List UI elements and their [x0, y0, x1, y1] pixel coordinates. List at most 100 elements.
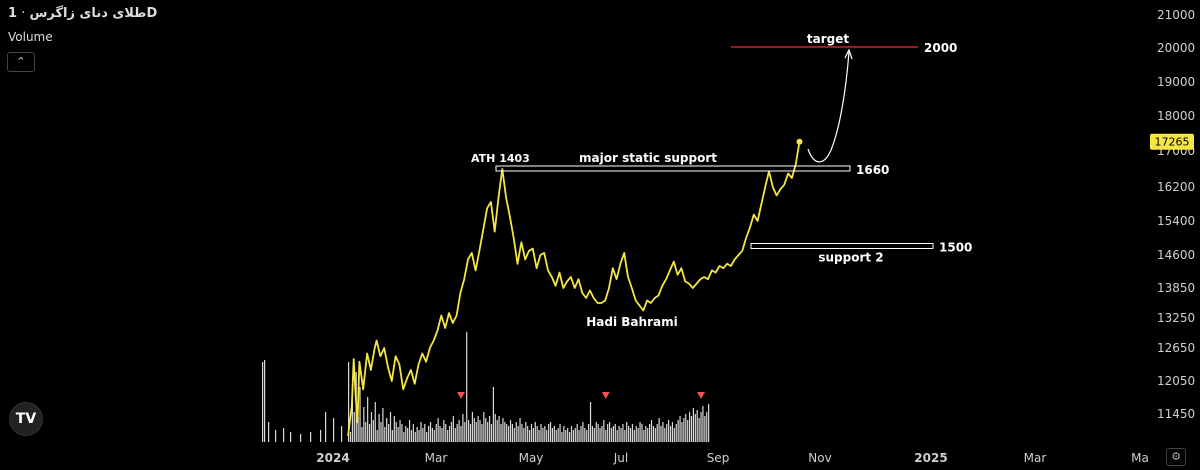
volume-bar: [460, 426, 462, 442]
volume-bar: [420, 422, 422, 442]
volume-bar: [483, 412, 485, 442]
volume-marker: [456, 392, 465, 399]
volume-bar: [647, 428, 649, 442]
volume-bar: [401, 424, 403, 442]
volume-bar: [534, 422, 536, 442]
target-value: 2000: [924, 41, 957, 55]
volume-bar: [374, 402, 376, 442]
volume-bar: [666, 424, 668, 442]
volume-bar: [688, 412, 691, 442]
y-tick-label: 19000: [1157, 75, 1195, 89]
volume-bar: [363, 407, 365, 442]
volume-bar: [523, 428, 525, 442]
gear-icon[interactable]: ⚙: [1166, 448, 1186, 466]
volume-bar: [393, 416, 395, 442]
volume-bar: [367, 397, 369, 442]
volume-bar: [538, 430, 540, 442]
volume-bar: [694, 414, 696, 442]
volume-bar: [388, 424, 390, 442]
volume-bar: [532, 428, 534, 442]
major-support-value: 1660: [856, 163, 889, 177]
volume-bar: [629, 428, 632, 442]
volume-bar: [622, 424, 624, 442]
y-tick-label: 12650: [1157, 341, 1195, 355]
volume-bar: [593, 428, 595, 442]
volume-bar: [570, 426, 573, 442]
x-tick-label: 2025: [914, 451, 947, 465]
volume-bar: [435, 424, 437, 442]
volume-bar: [268, 422, 270, 442]
volume-bar: [487, 422, 489, 442]
volume-bar: [704, 416, 706, 442]
volume-bar: [357, 417, 359, 442]
volume-bar: [353, 412, 355, 442]
volume-bar: [618, 426, 620, 442]
volume-bar: [652, 426, 654, 442]
last-price-tag: [1150, 133, 1194, 150]
chart-header: طلای دنای زاگرس · 1D: [8, 6, 157, 21]
volume-bar: [631, 424, 634, 442]
volume-bar: [481, 424, 483, 442]
volume-bar: [616, 430, 618, 442]
last-price-value: 17265: [1155, 136, 1190, 149]
volume-bar: [626, 422, 628, 442]
volume-bar: [588, 424, 590, 442]
volume-bar: [471, 412, 474, 442]
volume-bar: [635, 426, 637, 442]
volume-bar: [574, 428, 576, 442]
volume-bar: [443, 420, 445, 442]
volume-bar: [605, 430, 607, 442]
volume-bar: [517, 426, 519, 442]
volume-bar: [628, 426, 630, 442]
volume-bar: [650, 420, 653, 442]
volume-bar: [389, 412, 392, 442]
volume-bar: [662, 422, 664, 442]
volume-bar: [612, 426, 614, 442]
symbol-name[interactable]: طلای دنای زاگرس: [29, 6, 147, 21]
volume-bar: [426, 432, 428, 442]
volume-bar: [333, 418, 335, 442]
volume-bar: [528, 430, 531, 442]
volume-bar: [530, 424, 533, 442]
volume-bar: [664, 428, 666, 442]
volume-bar: [658, 418, 660, 442]
author-label: Hadi Bahrami: [586, 315, 677, 329]
volume-bar: [433, 430, 435, 442]
volume-bar: [591, 426, 594, 442]
y-tick-label: 20000: [1157, 41, 1195, 55]
volume-bar: [408, 420, 411, 442]
volume-bar: [464, 422, 466, 442]
volume-bar: [525, 422, 527, 442]
interval-label[interactable]: 1D: [8, 6, 158, 21]
volume-bar: [502, 418, 504, 442]
volume-bar: [643, 430, 645, 442]
volume-bar: [589, 402, 592, 442]
support2-label: support 2: [818, 251, 883, 265]
volume-bar: [458, 420, 460, 442]
volume-bar: [641, 424, 643, 442]
volume-bar: [473, 418, 475, 442]
volume-bar: [561, 432, 563, 442]
x-tick-label: Nov: [808, 451, 831, 465]
volume-bar: [559, 424, 561, 442]
volume-bar: [462, 414, 464, 442]
volume-bar: [349, 432, 352, 442]
volume-bar: [572, 430, 574, 442]
tradingview-logo[interactable]: TV: [9, 402, 43, 436]
volume-bar: [669, 426, 672, 442]
volume-bar: [479, 420, 481, 442]
chevron-up-icon[interactable]: ⌃: [7, 52, 35, 72]
volume-bar: [365, 422, 367, 442]
volume-bar: [283, 428, 285, 442]
volume-bar: [624, 430, 626, 442]
volume-bar: [513, 428, 515, 442]
volume-bar: [485, 418, 487, 442]
target-label: target: [807, 32, 849, 46]
volume-bar: [675, 424, 677, 442]
volume-bar: [511, 424, 514, 442]
volume-bar: [469, 424, 472, 442]
volume-label[interactable]: Volume: [8, 30, 53, 44]
y-tick-label: 12050: [1157, 374, 1195, 388]
volume-bar: [708, 404, 710, 442]
